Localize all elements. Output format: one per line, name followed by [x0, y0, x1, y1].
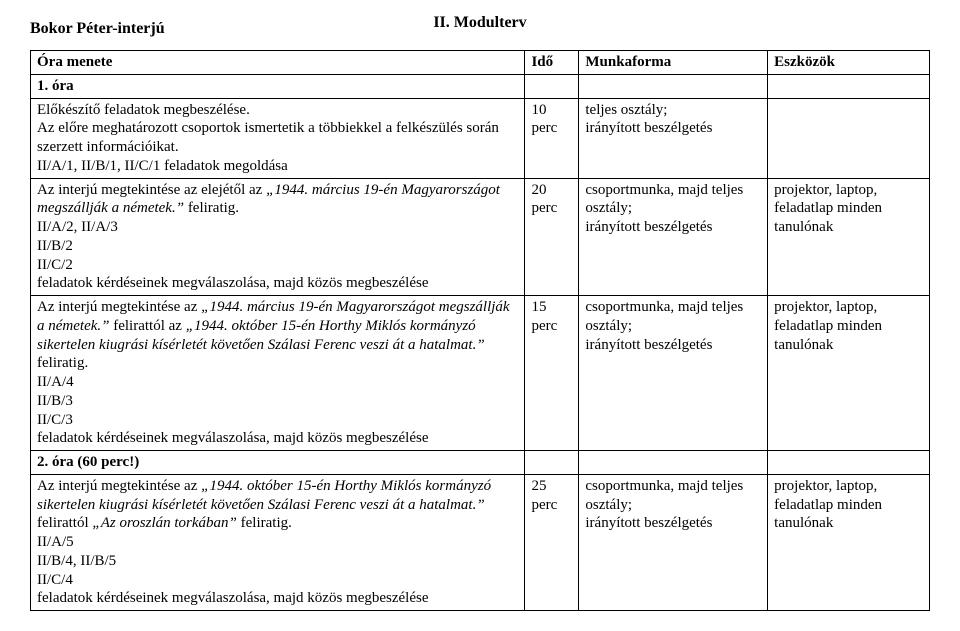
munka-cell: teljes osztály; irányított beszélgetés [579, 98, 768, 178]
col-header-menete: Óra menete [31, 51, 525, 75]
menete-text: II/C/2 [37, 257, 73, 273]
table-row: Az interjú megtekintése az „1944. októbe… [31, 474, 930, 610]
menete-cell: Az interjú megtekintése az „1944. októbe… [31, 474, 525, 610]
lesson-1-ido [525, 74, 579, 98]
menete-text: II/A/4 [37, 374, 74, 390]
menete-text: II/C/4 [37, 572, 73, 588]
eszk-cell: projektor, laptop, feladatlap minden tan… [768, 296, 930, 451]
menete-cell: Az interjú megtekintése az elejétől az „… [31, 178, 525, 296]
lesson-2-munka [579, 451, 768, 475]
lesson-2-eszk [768, 451, 930, 475]
munka-cell: csoportmunka, majd teljes osztály; irány… [579, 296, 768, 451]
table-row: Az interjú megtekintése az „1944. márciu… [31, 296, 930, 451]
menete-text: II/B/3 [37, 393, 73, 409]
menete-text: II/A/5 [37, 534, 74, 550]
ido-cell: 20 perc [525, 178, 579, 296]
menete-text: Az előre meghatározott csoportok ismerte… [37, 120, 499, 155]
lesson-2-ido [525, 451, 579, 475]
menete-text: felirattól [37, 515, 92, 531]
menete-quote: „Az oroszlán torkában” [92, 515, 236, 531]
lesson-2-label: 2. óra (60 perc!) [31, 451, 525, 475]
menete-text: feladatok kérdéseinek megválaszolása, ma… [37, 275, 429, 291]
eszk-cell [768, 98, 930, 178]
munka-cell: csoportmunka, majd teljes osztály; irány… [579, 178, 768, 296]
table-row: Előkészítő feladatok megbeszélése. Az el… [31, 98, 930, 178]
menete-text: felirattól az [109, 318, 185, 334]
eszk-cell: projektor, laptop, feladatlap minden tan… [768, 474, 930, 610]
col-header-eszk: Eszközök [768, 51, 930, 75]
munka-cell: csoportmunka, majd teljes osztály; irány… [579, 474, 768, 610]
menete-cell: Előkészítő feladatok megbeszélése. Az el… [31, 98, 525, 178]
menete-text: Előkészítő feladatok megbeszélése. [37, 102, 250, 118]
ido-cell: 15 perc [525, 296, 579, 451]
menete-text: feladatok kérdéseinek megválaszolása, ma… [37, 590, 429, 606]
col-header-ido: Idő [525, 51, 579, 75]
menete-text: feladatok kérdéseinek megválaszolása, ma… [37, 430, 429, 446]
menete-cell: Az interjú megtekintése az „1944. márciu… [31, 296, 525, 451]
lesson-2-row: 2. óra (60 perc!) [31, 451, 930, 475]
table-row: Az interjú megtekintése az elejétől az „… [31, 178, 930, 296]
menete-text: feliratig. [237, 515, 292, 531]
menete-text: II/A/1, II/B/1, II/C/1 feladatok megoldá… [37, 158, 288, 174]
menete-text: II/A/2, II/A/3 [37, 219, 118, 235]
menete-text: feliratig. [184, 200, 239, 216]
lesson-1-label: 1. óra [31, 74, 525, 98]
eszk-cell: projektor, laptop, feladatlap minden tan… [768, 178, 930, 296]
ido-cell: 25 perc [525, 474, 579, 610]
menete-text: feliratig. [37, 355, 88, 371]
document-header: II. Modulterv Bokor Péter-interjú [30, 20, 930, 38]
menete-text: Az interjú megtekintése az [37, 478, 201, 494]
menete-text: Az interjú megtekintése az elejétől az [37, 182, 266, 198]
menete-text: II/B/4, II/B/5 [37, 553, 116, 569]
ido-cell: 10 perc [525, 98, 579, 178]
module-plan-table: Óra menete Idő Munkaforma Eszközök 1. ór… [30, 50, 930, 611]
col-header-munka: Munkaforma [579, 51, 768, 75]
doc-title-center: II. Modulterv [30, 14, 930, 32]
lesson-1-row: 1. óra [31, 74, 930, 98]
lesson-1-eszk [768, 74, 930, 98]
menete-text: II/C/3 [37, 412, 73, 428]
menete-text: Az interjú megtekintése az [37, 299, 201, 315]
lesson-1-munka [579, 74, 768, 98]
menete-text: II/B/2 [37, 238, 73, 254]
table-header-row: Óra menete Idő Munkaforma Eszközök [31, 51, 930, 75]
